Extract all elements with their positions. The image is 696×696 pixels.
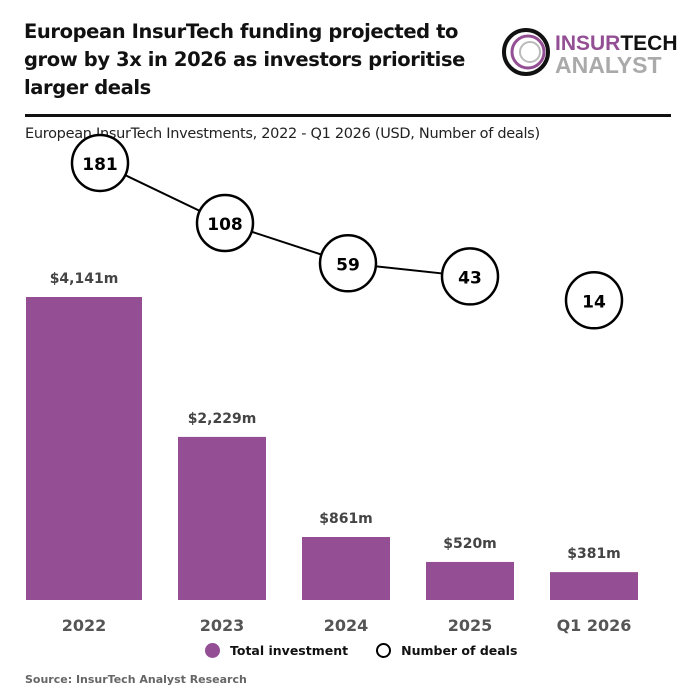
- deals-marker: [70, 133, 130, 193]
- bar-data-label: $381m: [567, 546, 621, 562]
- source-note: Source: InsurTech Analyst Research: [25, 673, 247, 686]
- deals-marker: [564, 271, 624, 330]
- x-tick-label: 2022: [62, 616, 107, 635]
- bar-2025: [426, 561, 514, 600]
- legend-swatch-number-of-deals: [376, 643, 392, 658]
- deals-marker: [440, 247, 500, 306]
- deals-data-label: 59: [336, 255, 360, 275]
- x-tick-label: 2025: [448, 616, 493, 635]
- svg-text:INSURTECH: INSURTECH: [555, 32, 678, 55]
- x-tick-label: 2023: [200, 616, 245, 635]
- legend-label-number-of-deals: Number of deals: [401, 643, 518, 658]
- chart-subtitle: European InsurTech Investments, 2022 - Q…: [25, 126, 540, 142]
- deals-data-label: 108: [207, 215, 243, 235]
- logo-ring-icon: [502, 28, 550, 76]
- bar-2022: [26, 297, 142, 600]
- svg-text:ANALYST: ANALYST: [555, 52, 662, 78]
- bar-data-label: $520m: [443, 536, 497, 552]
- deals-data-label: 181: [82, 155, 118, 175]
- bar-2023: [178, 436, 266, 600]
- legend-label-total-investment: Total investment: [230, 643, 349, 658]
- bar-data-label: $2,229m: [188, 411, 257, 427]
- deals-marker: [195, 193, 255, 253]
- legend-swatch-total-investment: [205, 643, 220, 658]
- bar-data-label: $861m: [319, 511, 373, 527]
- bar-data-label: $4,141m: [50, 271, 119, 287]
- legend: Total investment Number of deals: [205, 643, 517, 658]
- insurtech-analyst-logo: INSURTECH ANALYST: [502, 28, 678, 78]
- deals-marker: [318, 234, 378, 293]
- title-divider: [25, 114, 671, 117]
- bar-2024: [302, 537, 390, 600]
- x-tick-label: Q1 2026: [557, 616, 632, 635]
- page-title: European InsurTech funding projected to …: [24, 20, 465, 99]
- deals-data-label: 43: [458, 268, 482, 288]
- bar-q1-2026: [550, 572, 638, 600]
- x-tick-label: 2024: [324, 616, 369, 635]
- deals-data-label: 14: [582, 292, 606, 312]
